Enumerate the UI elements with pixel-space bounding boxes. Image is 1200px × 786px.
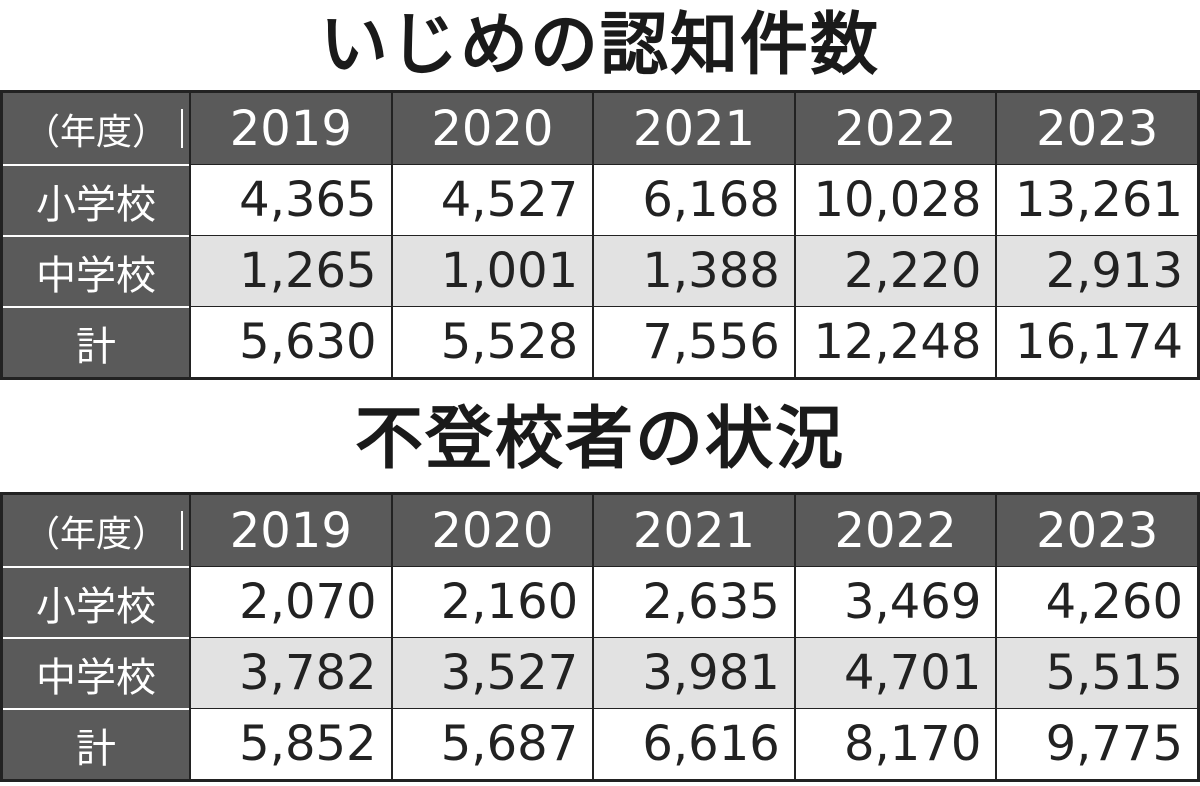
- header-cell: 2022: [793, 495, 996, 566]
- value-cell: 4,260: [995, 566, 1197, 637]
- value-cell: 2,913: [995, 235, 1197, 306]
- value-cell: 3,527: [390, 637, 593, 708]
- row-label: 小学校: [3, 566, 189, 637]
- value-cell: 8,170: [793, 708, 996, 779]
- value-cell: 16,174: [995, 306, 1197, 377]
- row-label: 計: [3, 306, 189, 377]
- table: （年度） 2019 2020 2021 2022 2023 小学校 2,070 2,160 2,6…: [0, 492, 1200, 782]
- value-cell: 6,168: [592, 164, 794, 235]
- table: （年度） 2019 2020 2021 2022 2023 小学校 4,365 4,527 6,1…: [0, 90, 1200, 380]
- value-cell: 5,515: [995, 637, 1197, 708]
- value-cell: 4,365: [189, 164, 391, 235]
- value-cell: 5,687: [390, 708, 593, 779]
- header-cell: 2023: [995, 93, 1197, 164]
- value-cell: 3,782: [189, 637, 391, 708]
- value-cell: 4,701: [793, 637, 996, 708]
- value-cell: 1,388: [592, 235, 794, 306]
- value-cell: 5,630: [189, 306, 391, 377]
- table-title: 不登校者の状況: [354, 400, 845, 479]
- value-cell: 1,001: [390, 235, 593, 306]
- value-cell: 2,635: [592, 566, 794, 637]
- header-cell: 2020: [390, 93, 593, 164]
- value-cell: 5,852: [189, 708, 391, 779]
- value-cell: 2,220: [793, 235, 996, 306]
- value-cell: 12,248: [793, 306, 996, 377]
- header-cell: 2023: [995, 495, 1197, 566]
- header-cell: （年度）: [3, 93, 189, 164]
- header-cell: 2021: [592, 495, 794, 566]
- value-cell: 6,616: [592, 708, 794, 779]
- header-cell: 2021: [592, 93, 794, 164]
- value-cell: 2,070: [189, 566, 391, 637]
- header-cell: 2022: [793, 93, 996, 164]
- value-cell: 3,469: [793, 566, 996, 637]
- header-cell: 2020: [390, 495, 593, 566]
- row-label: 計: [3, 708, 189, 779]
- value-cell: 5,528: [390, 306, 593, 377]
- table-title: いじめの認知件数: [319, 6, 880, 85]
- row-label: 小学校: [3, 164, 189, 235]
- row-label: 中学校: [3, 637, 189, 708]
- header-cell: 2019: [189, 93, 391, 164]
- value-cell: 3,981: [592, 637, 794, 708]
- value-cell: 13,261: [995, 164, 1197, 235]
- value-cell: 1,265: [189, 235, 391, 306]
- row-label: 中学校: [3, 235, 189, 306]
- value-cell: 4,527: [390, 164, 593, 235]
- value-cell: 9,775: [995, 708, 1197, 779]
- value-cell: 10,028: [793, 164, 996, 235]
- value-cell: 2,160: [390, 566, 593, 637]
- header-cell: （年度）: [3, 495, 189, 566]
- header-cell: 2019: [189, 495, 391, 566]
- value-cell: 7,556: [592, 306, 794, 377]
